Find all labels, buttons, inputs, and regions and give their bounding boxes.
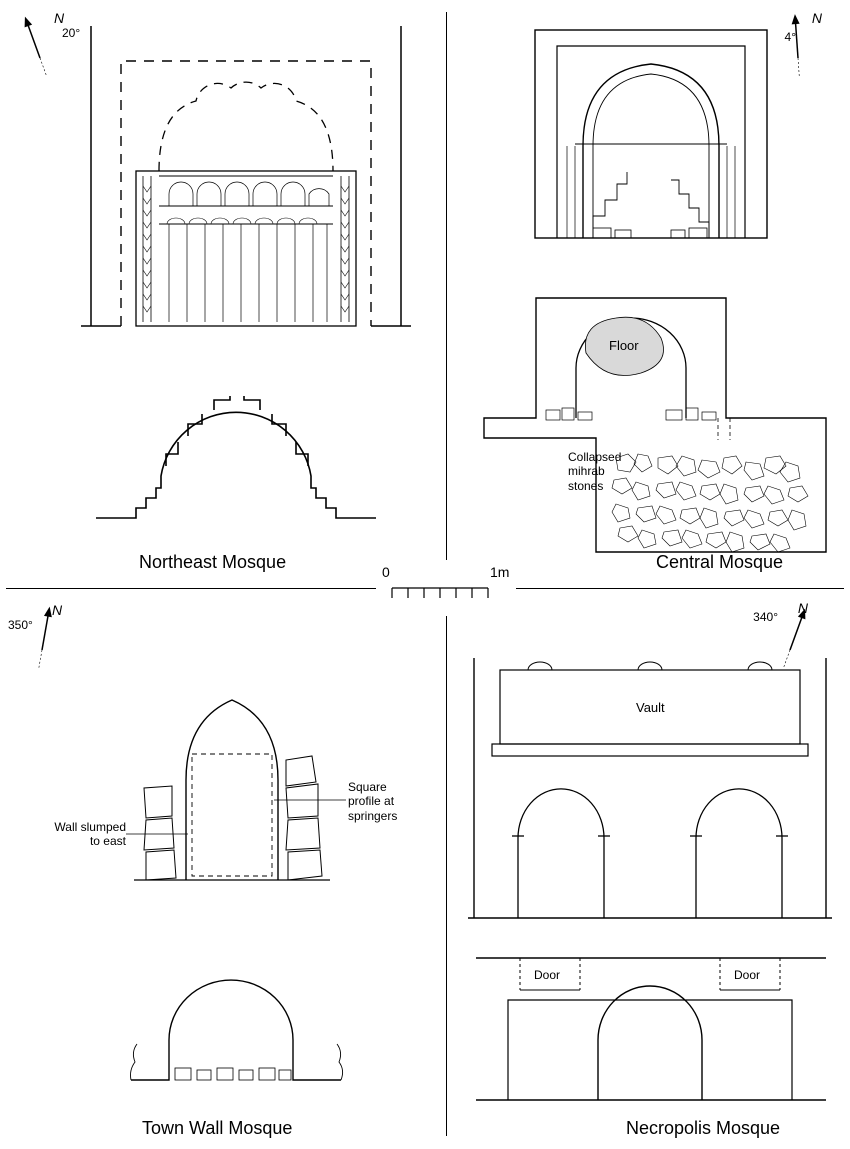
- compass-central-north: N: [812, 10, 822, 26]
- door-left-label: Door: [534, 968, 560, 982]
- compass-townwall-north: N: [52, 602, 62, 618]
- townwall-elevation: [116, 660, 376, 910]
- panel-central: N 4°: [456, 8, 844, 568]
- townwall-plan: [121, 940, 371, 1100]
- vault-label: Vault: [636, 700, 665, 715]
- title-central: Central Mosque: [656, 552, 783, 573]
- compass-townwall: [10, 600, 90, 680]
- horizontal-divider-left: [6, 588, 376, 589]
- compass-necropolis-north: N: [798, 600, 808, 616]
- title-northeast: Northeast Mosque: [139, 552, 286, 573]
- necropolis-elevation: [468, 638, 838, 928]
- compass-necropolis-angle: 340°: [753, 610, 778, 624]
- necropolis-plan: [468, 940, 838, 1110]
- vertical-divider-bottom: [446, 616, 447, 1136]
- ne-plan: [96, 358, 386, 538]
- page-root: 0 1m N 20°: [0, 0, 850, 1149]
- compass-townwall-angle: 350°: [8, 618, 33, 632]
- compass-ne-angle: 20°: [62, 26, 80, 40]
- compass-ne: [10, 8, 90, 88]
- central-elevation: [521, 16, 781, 246]
- central-plan: [466, 258, 836, 558]
- compass-central-angle: 4°: [785, 30, 796, 44]
- collapsed-label: Collapsedmihrabstones: [568, 450, 638, 493]
- horizontal-divider-right: [516, 588, 844, 589]
- panel-necropolis: N 340° Vault: [456, 600, 844, 1140]
- panel-northeast: N 20°: [6, 8, 436, 568]
- title-necropolis: Necropolis Mosque: [626, 1118, 780, 1139]
- door-right-label: Door: [734, 968, 760, 982]
- wall-slumped-label: Wall slumpedto east: [36, 820, 126, 849]
- title-townwall: Town Wall Mosque: [142, 1118, 292, 1139]
- floor-label: Floor: [609, 338, 639, 353]
- compass-ne-north: N: [54, 10, 64, 26]
- panel-townwall: N 350° Wall: [6, 600, 436, 1140]
- square-profile-label: Squareprofile atspringers: [348, 780, 418, 823]
- vertical-divider-top: [446, 12, 447, 560]
- ne-elevation: [81, 16, 411, 336]
